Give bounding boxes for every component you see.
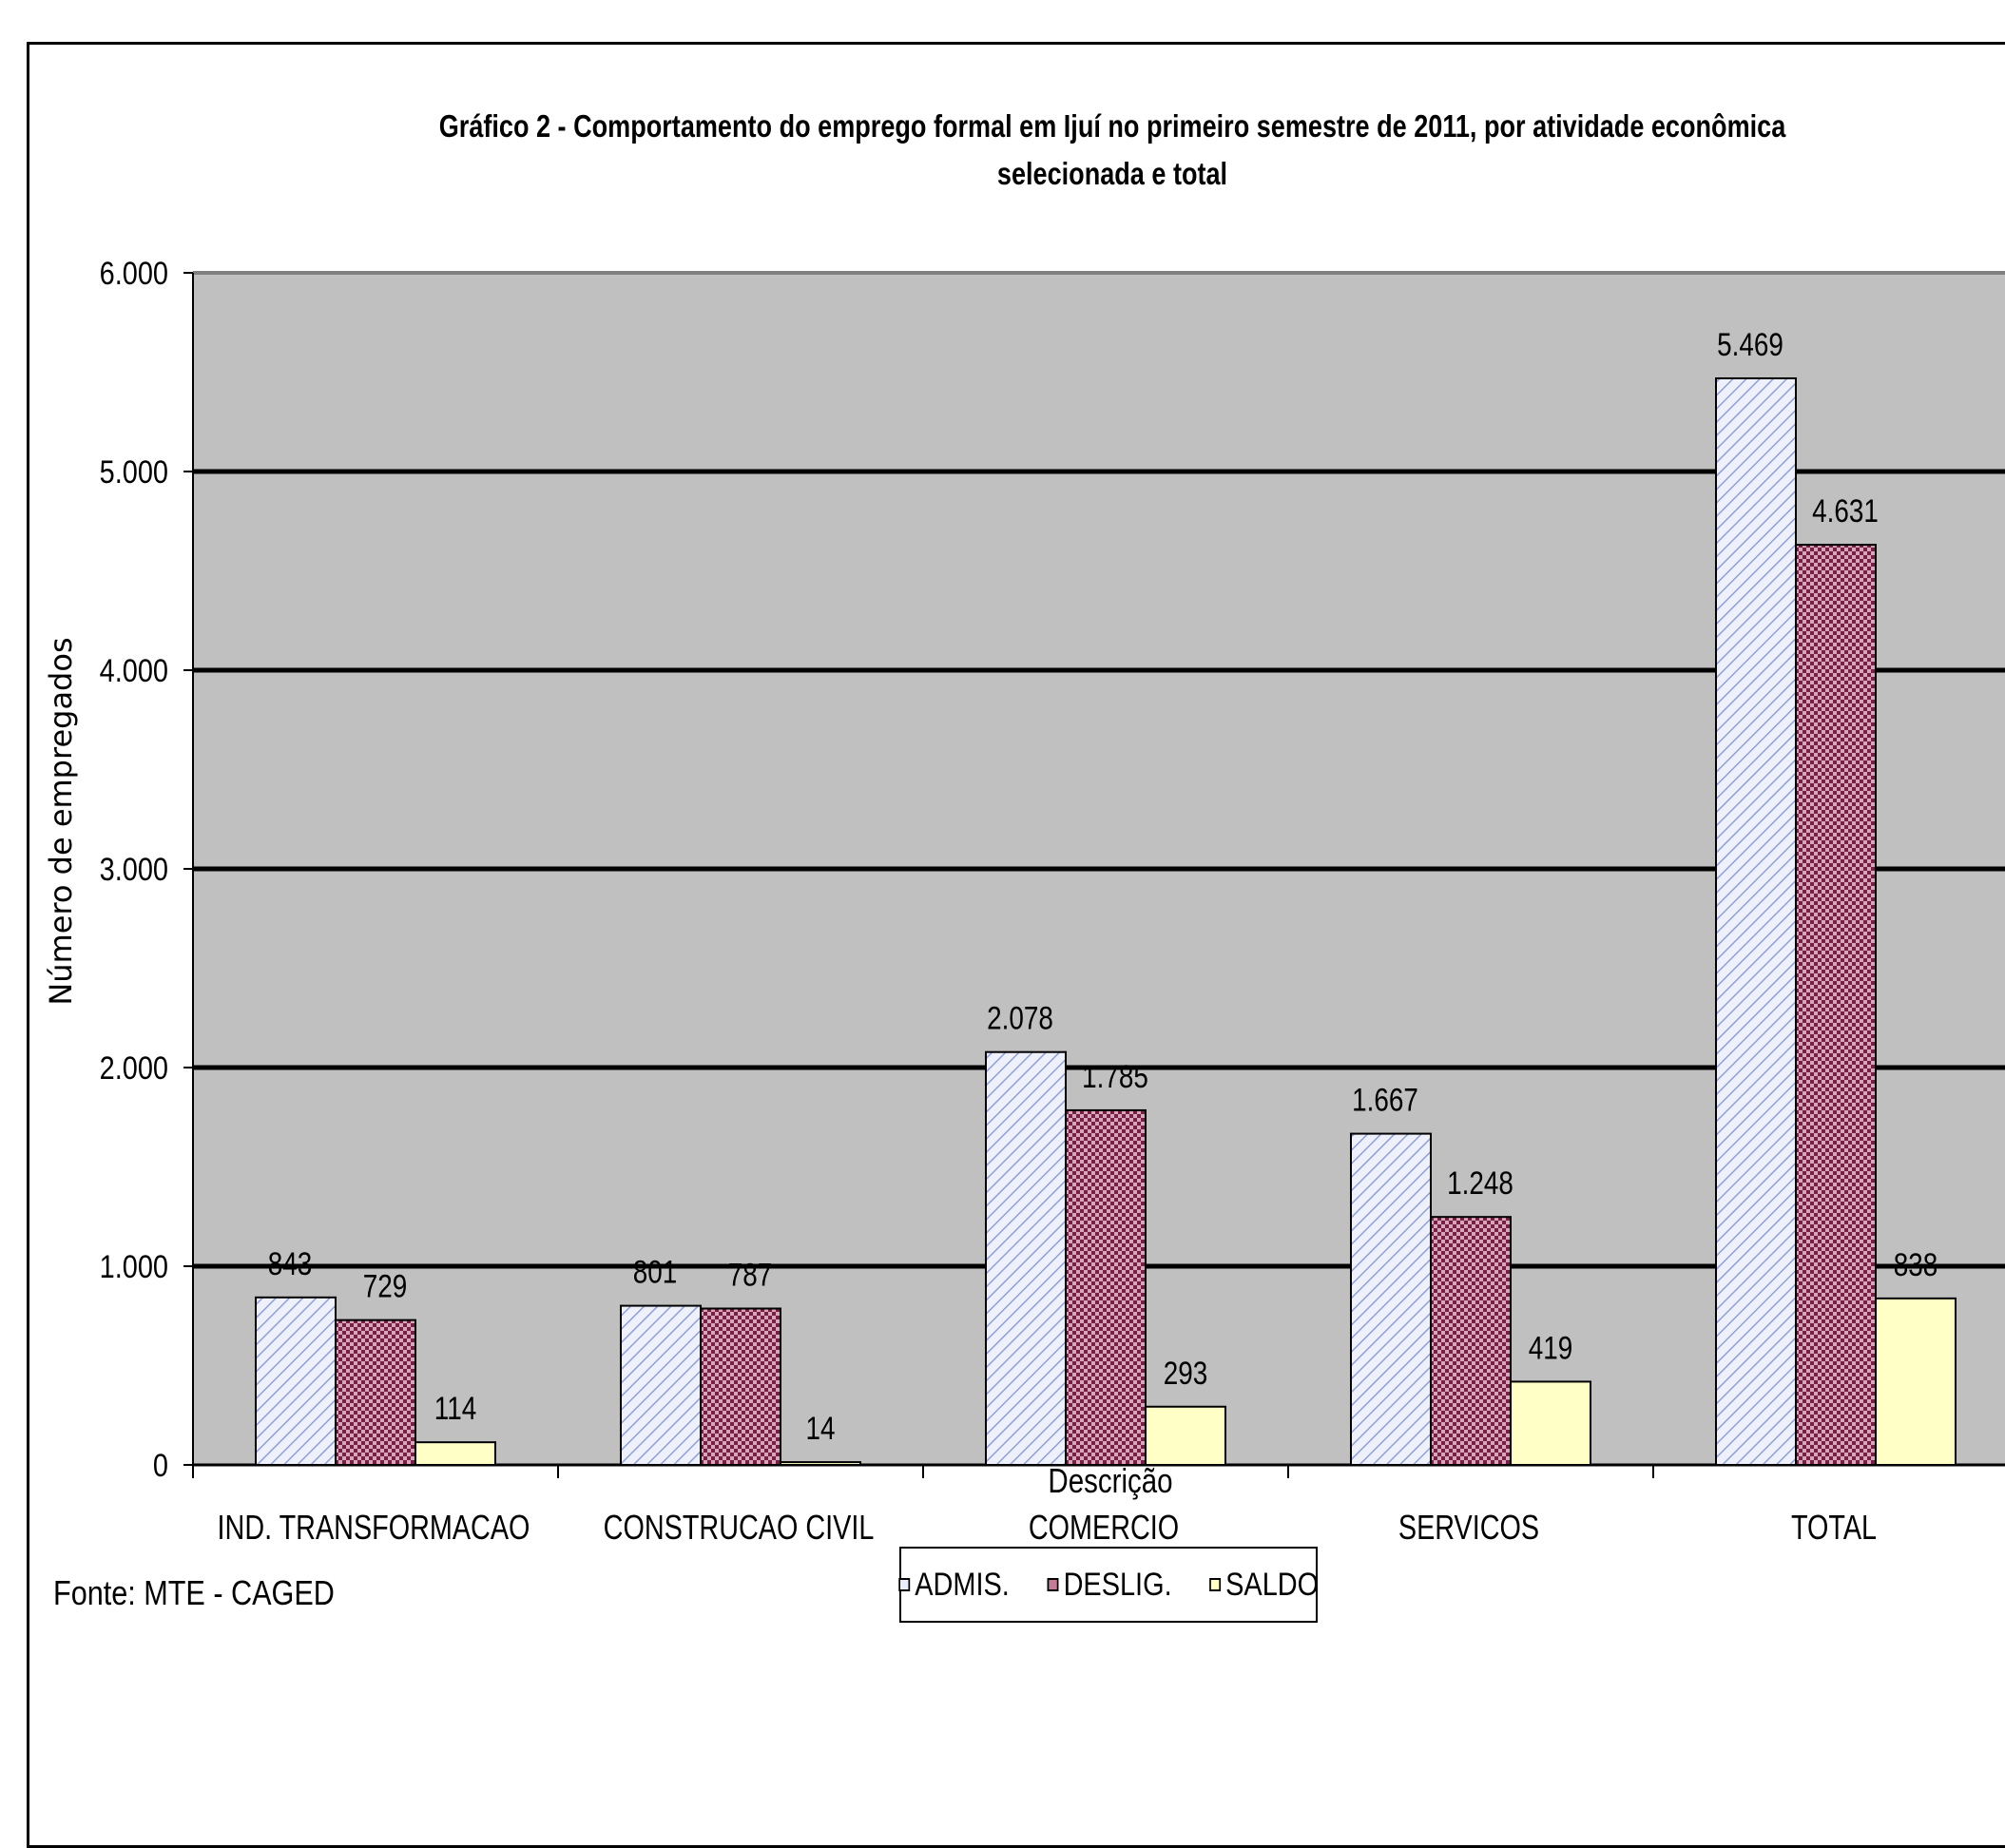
data-label: 1.785 <box>1082 1058 1148 1094</box>
bar-deslig-2 <box>1065 1108 1147 1467</box>
data-label: 114 <box>434 1391 476 1427</box>
y-tick-label: 6.000 <box>100 255 168 292</box>
y-tick-label: 4.000 <box>100 652 168 689</box>
bar-admis-3 <box>1350 1132 1432 1467</box>
bar-admis-2 <box>985 1050 1067 1466</box>
legend-label-deslig: DESLIG. <box>1063 1566 1172 1603</box>
legend-label-saldo: SALDO <box>1225 1566 1320 1603</box>
data-label: 1.667 <box>1352 1082 1418 1118</box>
chart-title: Gráfico 2 - Comportamento do emprego for… <box>395 103 1830 198</box>
bar-saldo-3 <box>1510 1380 1591 1466</box>
data-label: 843 <box>268 1245 313 1281</box>
legend-item-deslig: DESLIG. <box>1047 1567 1171 1604</box>
legend-item-admis: ADMIS. <box>898 1567 1010 1604</box>
bar-saldo-4 <box>1875 1297 1957 1467</box>
x-tick-label: SERVICOS <box>1398 1508 1539 1547</box>
bar-admis-4 <box>1715 376 1797 1466</box>
x-tick-label: COMERCIO <box>1029 1508 1179 1547</box>
x-tick-label: TOTAL <box>1791 1508 1877 1547</box>
y-tick-label: 0 <box>153 1447 168 1484</box>
legend-label-admis: ADMIS. <box>915 1566 1010 1603</box>
data-label: 5.469 <box>1717 326 1783 362</box>
bar-saldo-1 <box>780 1461 861 1466</box>
y-axis-label: Número de empregados <box>43 637 79 1006</box>
bar-chart: 0 1.000 2.000 3.000 4.000 5.000 6.000 843 729 114… <box>100 255 2005 1547</box>
chart-title-line2: selecionada e total <box>996 156 1228 191</box>
data-label: 4.631 <box>1812 493 1879 529</box>
y-tick-label: 5.000 <box>100 453 168 491</box>
legend-swatch-deslig <box>1047 1578 1059 1591</box>
x-axis-label: Descrição <box>1048 1461 1172 1499</box>
legend: ADMIS. DESLIG. SALDO <box>898 1547 1319 1623</box>
legend-swatch-saldo <box>1209 1578 1222 1591</box>
data-label: 1.248 <box>1447 1165 1513 1202</box>
chart-title-line1: Gráfico 2 - Comportamento do emprego for… <box>438 108 1786 144</box>
bar-saldo-0 <box>414 1441 496 1466</box>
x-tick-label: CONSTRUCAO CIVIL <box>604 1508 875 1547</box>
bar-deslig-1 <box>700 1307 781 1466</box>
data-label: 729 <box>363 1268 408 1304</box>
data-label: 801 <box>633 1254 678 1290</box>
data-label: 2.078 <box>987 1000 1053 1036</box>
data-label: 14 <box>805 1410 835 1446</box>
source-note: Fonte: MTE - CAGED <box>53 1573 335 1612</box>
bar-saldo-2 <box>1145 1405 1226 1466</box>
data-label: 787 <box>728 1257 773 1293</box>
legend-swatch-admis <box>898 1578 910 1591</box>
data-label: 419 <box>1529 1330 1573 1366</box>
y-tick-label: 3.000 <box>100 851 168 888</box>
bar-admis-0 <box>255 1296 337 1466</box>
bar-deslig-4 <box>1795 544 1877 1466</box>
legend-item-saldo: SALDO <box>1209 1567 1319 1604</box>
data-label: 293 <box>1164 1355 1208 1391</box>
y-tick-label: 1.000 <box>100 1248 168 1285</box>
y-tick-label: 2.000 <box>100 1049 168 1087</box>
bar-admis-1 <box>620 1304 702 1466</box>
data-label: 838 <box>1894 1246 1938 1282</box>
x-tick-label: IND. TRANSFORMACAO <box>218 1508 530 1547</box>
bar-deslig-0 <box>335 1319 416 1467</box>
bar-deslig-3 <box>1430 1216 1512 1466</box>
